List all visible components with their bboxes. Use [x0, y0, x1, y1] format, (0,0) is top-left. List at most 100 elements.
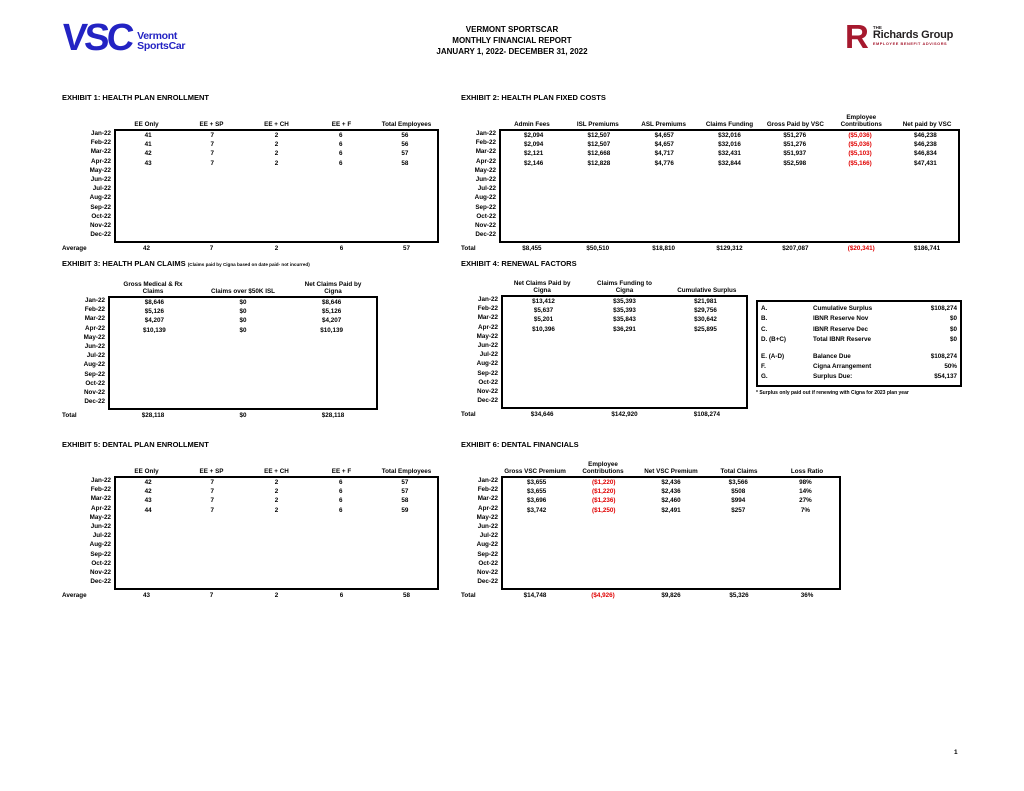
data-cell — [199, 390, 288, 399]
table-row — [116, 561, 437, 570]
data-cell — [110, 353, 199, 362]
table-row — [116, 186, 437, 195]
data-cell — [180, 186, 244, 195]
table-footer-row: Total $8,455 $50,510 $18,810 $129,312 $207,08… — [461, 243, 960, 254]
data-cell: 58 — [401, 159, 409, 167]
data-cell: 42 — [144, 150, 152, 158]
footer-cell: 6 — [339, 592, 344, 600]
table-row — [503, 579, 839, 588]
summary-key: F. — [761, 362, 766, 370]
footer-label: Total — [461, 411, 476, 419]
data-cell — [570, 570, 637, 579]
column-header: EE + SP — [199, 121, 224, 128]
table-header-row: Gross Medical & Rx Claims Claims over $50… — [62, 277, 378, 296]
table-row — [116, 570, 437, 579]
data-cell — [584, 380, 665, 389]
data-cell: $10,139 — [320, 326, 344, 334]
data-cell: $2,121 — [524, 150, 544, 158]
exhibit-4: EXHIBIT 4: RENEWAL FACTORS Net Claims Pa… — [461, 259, 748, 420]
data-cell — [373, 205, 437, 214]
data-cell: 56 — [401, 132, 409, 139]
data-cell: 98% — [799, 479, 812, 486]
data-cell — [705, 552, 772, 561]
data-cell — [665, 389, 746, 398]
data-cell: $5,201 — [533, 316, 554, 324]
data-cell — [566, 168, 631, 177]
data-cell — [637, 552, 704, 561]
table-row — [503, 371, 746, 380]
data-cell — [566, 214, 631, 223]
data-cell — [180, 579, 244, 588]
month-label: Jan-22 — [85, 297, 105, 304]
summary-label: Cigna Arrangement — [813, 362, 872, 370]
data-cell — [244, 186, 308, 195]
data-cell — [116, 542, 180, 551]
month-label: Oct-22 — [478, 559, 498, 567]
data-cell — [110, 344, 199, 353]
data-cell: $35,843 — [613, 316, 636, 324]
summary-value: $0 — [949, 336, 957, 344]
data-cell: $4,207 — [322, 317, 342, 325]
table-body: Jan-22 Feb-22 Mar-22 Apr-22 May-22 Jun-22 Jul-… — [62, 296, 378, 411]
exhibit-6: EXHIBIT 6: DENTAL FINANCIALS Gross VSC P… — [461, 440, 841, 601]
data-cell — [503, 579, 570, 588]
data-cell — [503, 524, 570, 533]
data-cell — [373, 214, 437, 223]
summary-value: $108,274 — [930, 305, 957, 312]
data-cell — [287, 353, 376, 362]
data-cell — [501, 195, 566, 204]
data-cell — [501, 168, 566, 177]
table-row — [116, 515, 437, 524]
data-cell — [772, 561, 839, 570]
data-cell: 7 — [210, 506, 215, 514]
data-cell — [705, 524, 772, 533]
table-row: $2,094 $12,507 $4,657 $32,016 $51,276 ($5,036… — [501, 140, 958, 149]
data-cell: ($1,250) — [592, 506, 616, 514]
data-cell — [180, 542, 244, 551]
table-body: Jan-22 Feb-22 Mar-22 Apr-22 May-22 Jun-22 Jul-… — [62, 129, 439, 244]
table-row: $3,655 ($1,220) $2,436 $3,566 98% — [503, 478, 839, 487]
footer-cell: 58 — [402, 592, 410, 600]
data-cell: 2 — [274, 159, 279, 167]
month-label: Sep-22 — [90, 550, 111, 558]
month-label: May-22 — [83, 333, 105, 341]
data-cell — [199, 399, 288, 408]
month-label: Apr-22 — [91, 504, 111, 512]
data-cell: $4,717 — [654, 150, 674, 158]
footer-cell: $18,810 — [652, 245, 676, 253]
data-cell — [287, 390, 376, 399]
month-label: Dec-22 — [90, 231, 111, 239]
data-cell — [697, 223, 762, 232]
data-cell — [570, 515, 637, 524]
summary-value: $0 — [949, 325, 957, 333]
data-cell — [772, 570, 839, 579]
data-cell — [116, 561, 180, 570]
data-cell: ($1,236) — [592, 497, 616, 505]
table-row: $5,126 $0 $5,126 — [110, 307, 376, 316]
data-cell — [503, 371, 584, 380]
data-cell — [893, 195, 958, 204]
report-title-period: JANUARY 1, 2022- DECEMBER 31, 2022 — [436, 47, 588, 56]
month-label: Feb-22 — [477, 486, 498, 494]
table-row: 43 7 2 6 58 — [116, 159, 437, 168]
vsc-logo-name-line2: SportsCar — [137, 40, 186, 52]
data-cell — [287, 399, 376, 408]
table-row — [503, 570, 839, 579]
table-footer-row: Total $28,118 $0 $28,118 — [62, 410, 378, 421]
footer-cell: 43 — [142, 592, 150, 600]
month-label: Jul-22 — [92, 185, 111, 193]
data-cell — [893, 223, 958, 232]
table-data-box: 42 7 2 6 57 42 7 2 6 57 43 7 2 6 58 44 7 2 6 59 — [114, 476, 439, 591]
table-row: 42 7 2 6 57 — [116, 478, 437, 487]
table-row — [503, 398, 746, 407]
data-cell — [584, 361, 665, 370]
month-label: Sep-22 — [477, 550, 498, 558]
data-cell — [373, 177, 437, 186]
summary-row: A. Cumulative Surplus $108,274 — [761, 304, 957, 314]
data-cell — [116, 186, 180, 195]
exhibit-5: EXHIBIT 5: DENTAL PLAN ENROLLMENT EE Onl… — [62, 440, 439, 601]
data-cell: ($1,220) — [592, 488, 616, 496]
table-data-box: $2,094 $12,507 $4,657 $32,016 $51,276 ($5,036… — [499, 129, 960, 244]
footer-cell: $129,312 — [716, 245, 743, 253]
column-header: EE + F — [331, 468, 352, 475]
